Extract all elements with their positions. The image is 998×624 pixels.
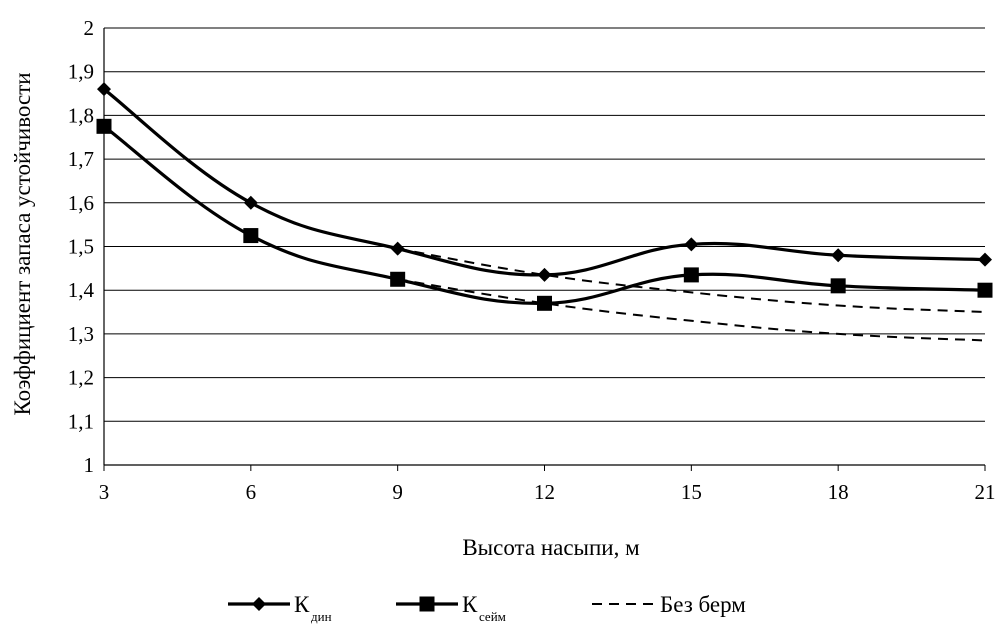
y-tick-labels: 1 1,1 1,2 1,3 1,4 1,5 1,6 1,7 1,8 1,9 2 (68, 16, 95, 477)
x-tick-label: 9 (392, 480, 403, 504)
series-line-bez-berm (397, 247, 986, 314)
x-tick-label: 21 (975, 480, 996, 504)
legend-label-bez-berm: Без берм (660, 592, 746, 617)
x-axis-title: Высота насыпи, м (462, 535, 640, 560)
x-tick-label: 3 (99, 480, 110, 504)
x-tick-label: 12 (534, 480, 555, 504)
y-tick-label: 1,2 (68, 366, 94, 390)
data-point-square (537, 295, 552, 311)
y-tick-label: 1,1 (68, 409, 94, 433)
y-tick-label: 1,6 (68, 191, 94, 215)
x-tick-label: 15 (681, 480, 702, 504)
data-point-square (683, 267, 699, 283)
y-axis-title: Коэффициент запаса устойчивости (10, 72, 35, 415)
y-tick-label: 1,8 (68, 103, 94, 127)
x-tick-labels: 3 6 9 12 15 18 21 (99, 480, 996, 504)
data-point-square (830, 278, 846, 294)
legend-sub-din: дин (311, 609, 332, 624)
y-tick-label: 1,4 (68, 278, 95, 302)
data-point-diamond (684, 237, 699, 252)
data-point-square (390, 271, 406, 287)
y-tick-label: 1 (84, 453, 95, 477)
data-point-diamond (97, 82, 111, 97)
data-point-diamond (243, 195, 258, 210)
legend-marker-diamond (252, 597, 266, 611)
data-point-diamond (537, 267, 552, 282)
y-tick-label: 1,7 (68, 147, 94, 171)
data-point-diamond (390, 241, 405, 256)
data-point-diamond (978, 252, 992, 267)
x-tick-label: 6 (246, 480, 257, 504)
data-point-square (96, 118, 112, 134)
legend-label-seim: К (462, 592, 478, 617)
gridlines (104, 27, 985, 422)
series-line-bez-berm (397, 278, 986, 342)
x-tick-label: 18 (828, 480, 849, 504)
legend-marker-square (419, 596, 435, 612)
legend-sub-seim: сейм (479, 609, 506, 624)
y-tick-label: 1,9 (68, 60, 94, 84)
series-line-дин (103, 87, 986, 277)
axes (103, 28, 986, 471)
series-markers (96, 82, 993, 311)
data-point-square (243, 228, 259, 244)
y-tick-label: 1,3 (68, 322, 94, 346)
data-point-diamond (831, 248, 846, 263)
y-tick-label: 1,5 (68, 235, 94, 259)
y-tick-label: 2 (84, 16, 95, 40)
legend-label-din: К (294, 592, 310, 617)
data-point-square (977, 282, 993, 298)
